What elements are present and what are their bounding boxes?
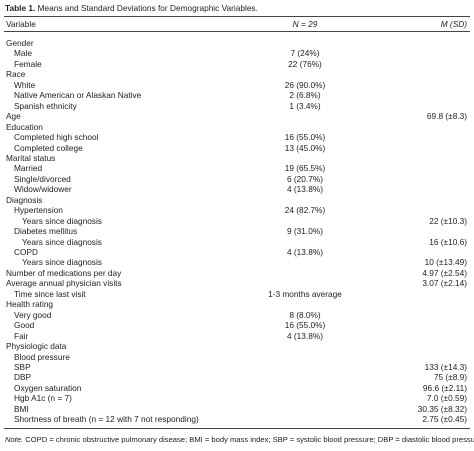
n-cell: 1 (3.4%): [289, 100, 321, 111]
row-label: Race: [6, 69, 26, 80]
m-cell: 16 (±10.6): [429, 236, 467, 247]
column-header: N = 29: [292, 19, 318, 29]
row-label: White: [14, 79, 36, 90]
n-cell: 16 (55.0%): [284, 132, 326, 143]
n-cell: 6 (20.7%): [287, 173, 323, 184]
m-cell: 22 (±10.3): [429, 215, 467, 226]
n-cell: 19 (65.5%): [284, 163, 326, 174]
table-note: Note. COPD = chronic obstructive pulmona…: [5, 435, 474, 445]
row-label: Married: [14, 163, 43, 174]
row-label: DBP: [14, 372, 32, 383]
m-cell: 30.35 (±8.32): [417, 403, 467, 414]
row-label: Spanish ethnicity: [14, 100, 77, 111]
row-label: Very good: [14, 309, 52, 320]
row-label: Fair: [14, 330, 29, 341]
m-cell: 133 (±14.3): [424, 361, 467, 372]
row-label: Age: [6, 111, 21, 122]
row-label: Completed high school: [14, 132, 99, 143]
row-label: Oxygen saturation: [14, 382, 82, 393]
row-label: Single/divorced: [14, 173, 71, 184]
m-cell: 3.07 (±2.14): [422, 278, 467, 289]
row-label: Good: [14, 320, 35, 331]
row-label: Blood pressure: [14, 351, 70, 362]
m-cell: 69.8 (±8.3): [426, 111, 467, 122]
row-label: Native American or Alaskan Native: [14, 90, 142, 101]
row-label: BMI: [14, 403, 29, 414]
n-cell: 26 (90.0%): [284, 79, 326, 90]
note-label: Note.: [5, 435, 24, 444]
row-label: Number of medications per day: [6, 267, 122, 278]
n-cell: 4 (13.8%): [287, 184, 323, 195]
n-cell: 22 (76%): [288, 58, 322, 69]
column-header: Variable: [6, 19, 36, 29]
n-cell: 24 (82.7%): [284, 205, 326, 216]
row-label: Education: [6, 121, 43, 132]
row-label: Diabetes mellitus: [14, 226, 78, 237]
m-cell: 2.75 (±0.45): [422, 414, 467, 425]
header-rule: [4, 31, 470, 32]
n-cell: 8 (8.0%): [289, 309, 321, 320]
n-cell: 2 (6.8%): [289, 90, 321, 101]
n-cell: 7 (24%): [290, 48, 320, 59]
row-label: Diagnosis: [6, 194, 43, 205]
bottom-rule: [4, 428, 470, 429]
top-rule: [4, 16, 470, 17]
row-label: SBP: [14, 361, 31, 372]
n-cell: 4 (13.8%): [287, 330, 323, 341]
table-number: Table 1.: [5, 3, 36, 13]
m-cell: 7.0 (±0.59): [426, 393, 467, 404]
row-label: COPD: [14, 247, 38, 257]
row-label: Health rating: [6, 299, 54, 310]
m-cell: 10 (±13.49): [424, 257, 467, 268]
n-cell: 13 (45.0%): [284, 142, 326, 153]
row-label: Hgb A1c (n = 7): [14, 393, 72, 404]
row-label: Widow/widower: [14, 184, 72, 195]
row-label: Years since diagnosis: [22, 257, 102, 268]
row-label: Hypertension: [14, 205, 63, 216]
m-cell: 4.97 (±2.54): [422, 267, 467, 278]
row-label: Physiologic data: [6, 341, 67, 352]
row-label: Gender: [6, 38, 34, 48]
n-cell: 9 (31.0%): [287, 226, 323, 237]
table-title: Table 1. Means and Standard Deviations f…: [5, 3, 258, 13]
row-label: Male: [14, 48, 32, 59]
row-label: Shortness of breath (n = 12 with 7 not r…: [14, 414, 199, 425]
m-cell: 96.6 (±2.11): [422, 382, 467, 393]
row-label: Years since diagnosis: [22, 236, 102, 247]
row-label: Years since diagnosis: [22, 215, 102, 226]
n-cell: 1-3 months average: [268, 288, 342, 299]
column-header: M (SD): [440, 19, 467, 29]
row-label: Marital status: [6, 152, 56, 163]
n-cell: 4 (13.8%): [287, 247, 323, 257]
note-text: COPD = chronic obstructive pulmonary dis…: [25, 435, 474, 444]
table-caption: Means and Standard Deviations for Demogr…: [37, 3, 258, 13]
row-label: Completed college: [14, 142, 83, 153]
n-cell: 16 (55.0%): [284, 320, 326, 331]
m-cell: 75 (±8.9): [433, 372, 467, 383]
row-label: Female: [14, 58, 42, 69]
row-label: Time since last visit: [14, 288, 86, 299]
row-label: Average annual physician visits: [6, 278, 122, 289]
